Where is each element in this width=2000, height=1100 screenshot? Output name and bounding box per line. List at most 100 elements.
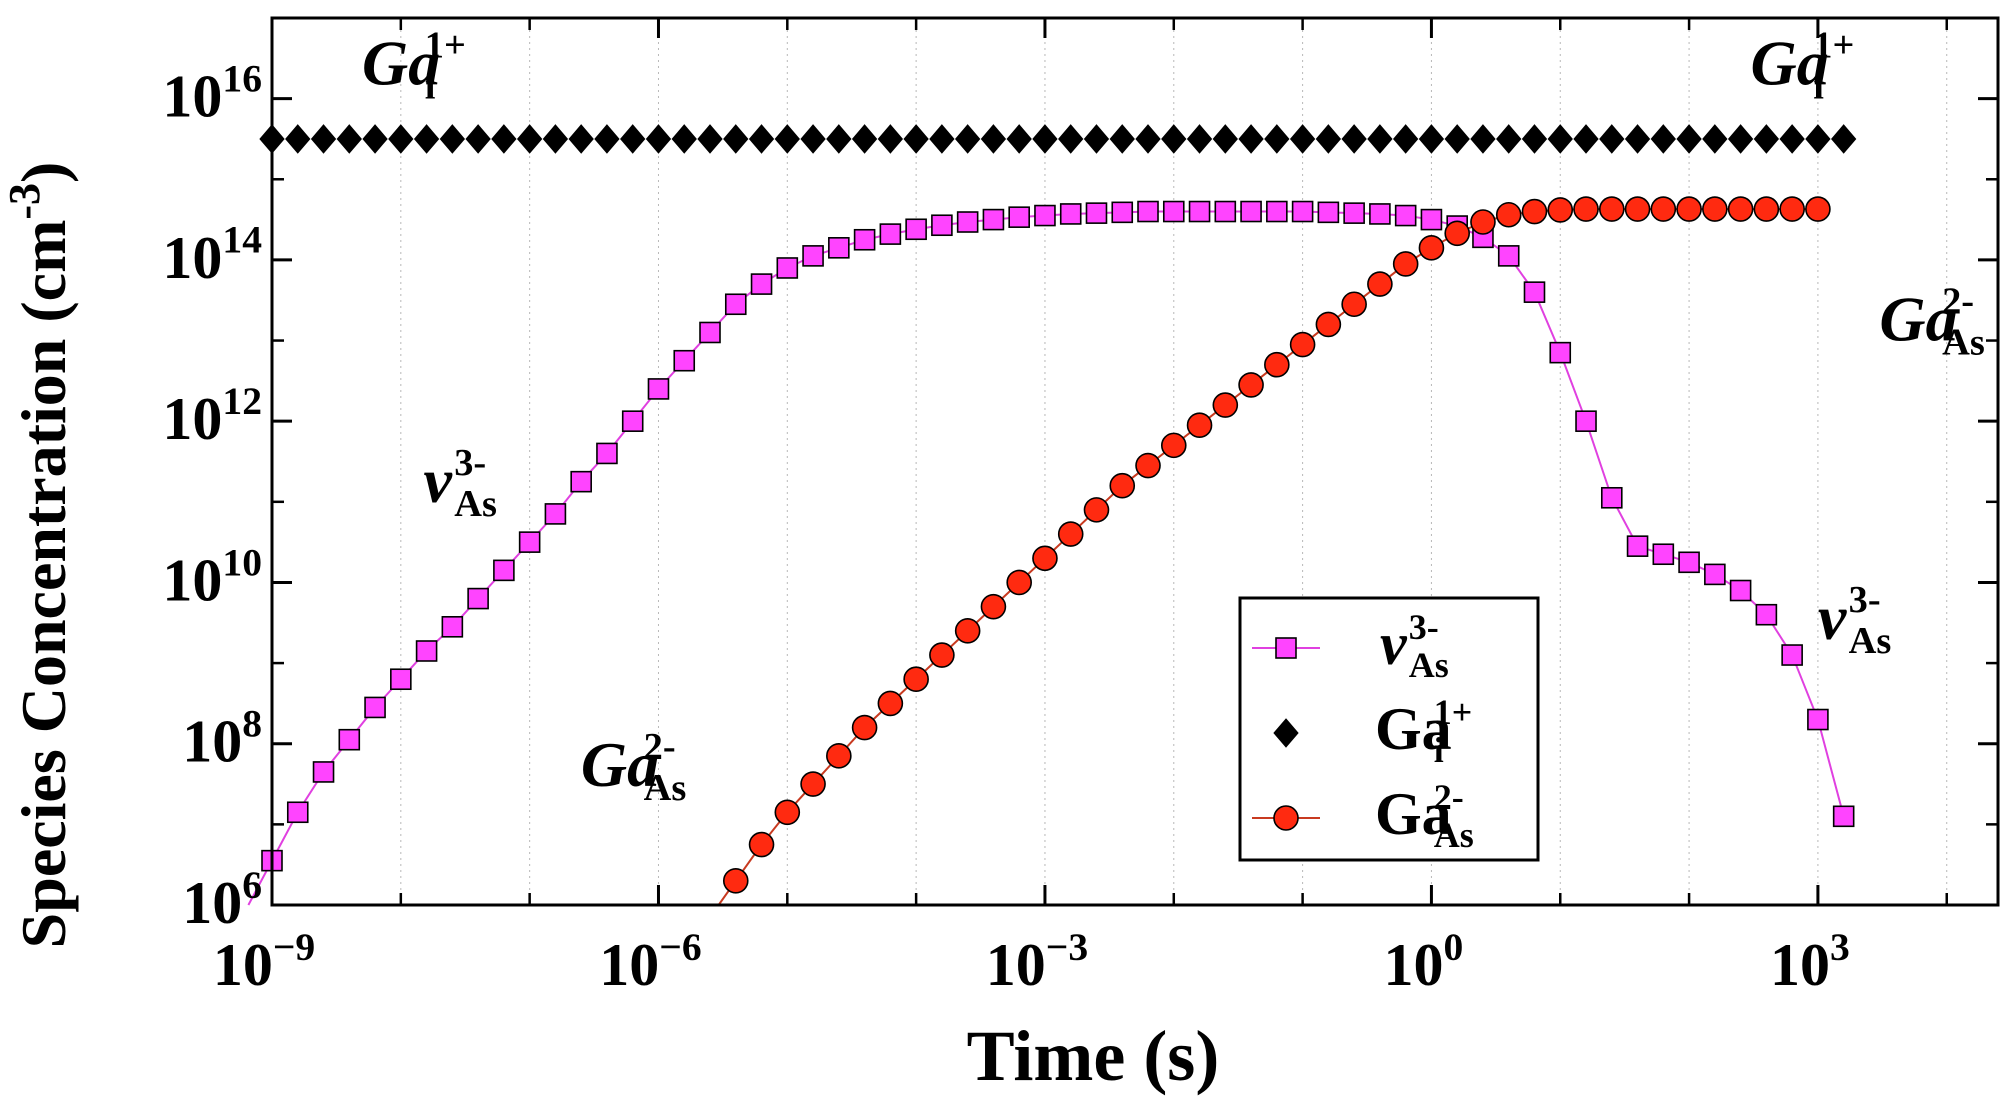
marker-vAs xyxy=(673,349,696,372)
marker-Gai xyxy=(594,124,620,154)
marker-Gai xyxy=(774,124,800,154)
marker-GaAs xyxy=(954,618,981,644)
marker-vAs xyxy=(1369,203,1391,225)
marker-vAs xyxy=(853,228,876,251)
marker-vAs xyxy=(1652,543,1675,566)
marker-vAs xyxy=(776,257,799,279)
marker-Gai xyxy=(929,124,955,154)
marker-Gai xyxy=(1109,124,1135,154)
marker-GaAs xyxy=(1238,372,1264,398)
marker-Gai xyxy=(1264,124,1290,154)
marker-GaAs xyxy=(826,743,852,769)
marker-GaAs xyxy=(722,868,749,894)
marker-vAs xyxy=(982,208,1005,231)
annotation-label: Gai1+ xyxy=(362,25,466,108)
marker-Gai xyxy=(1573,124,1599,154)
marker-GaAs xyxy=(1418,235,1445,261)
y-tick-label: 1014 xyxy=(162,218,262,291)
y-tick-label: 1010 xyxy=(162,540,262,613)
marker-GaAs xyxy=(1186,412,1213,439)
marker-vAs xyxy=(1137,200,1159,223)
x-axis-label: Time (s) xyxy=(967,1016,1220,1096)
marker-Gai xyxy=(1341,124,1367,154)
marker-Gai xyxy=(1083,124,1110,154)
marker-GaAs xyxy=(800,771,826,797)
marker-GaAs xyxy=(1598,196,1625,222)
y-axis-label-sup: -3 xyxy=(0,183,49,220)
marker-Gai xyxy=(1599,124,1625,154)
marker-Gai xyxy=(748,124,775,154)
marker-Gai xyxy=(1186,124,1213,154)
marker-GaAs xyxy=(1624,196,1651,222)
marker-Gai xyxy=(1650,124,1676,154)
marker-Gai xyxy=(877,124,904,154)
annotation-label: vAs3- xyxy=(1818,579,1891,662)
marker-vAs xyxy=(1575,410,1597,432)
marker-vAs xyxy=(931,214,953,237)
marker-Gai xyxy=(1496,124,1522,154)
marker-Gai xyxy=(1135,124,1161,154)
legend-marker-vAs xyxy=(1275,637,1297,659)
marker-Gai xyxy=(955,124,981,154)
marker-Gai xyxy=(542,124,569,154)
marker-Gai xyxy=(465,124,491,154)
y-axis-label-main: Species Concentration (cm xyxy=(8,220,79,949)
marker-GaAs xyxy=(1264,351,1290,378)
marker-Gai xyxy=(1676,124,1702,154)
marker-Gai xyxy=(362,124,388,154)
marker-GaAs xyxy=(1057,521,1084,547)
marker-Gai xyxy=(1315,124,1342,154)
marker-GaAs xyxy=(1006,569,1032,596)
x-tick-labels: 10−9 10−6 10−3 100 103 xyxy=(213,925,1850,998)
marker-Gai xyxy=(1702,124,1728,154)
marker-vAs xyxy=(286,801,309,824)
marker-Gai xyxy=(413,124,440,154)
marker-Gai xyxy=(1058,124,1084,154)
marker-Gai xyxy=(1753,124,1780,154)
marker-vAs xyxy=(724,293,747,316)
marker-vAs xyxy=(1162,200,1185,223)
marker-Gai xyxy=(336,124,362,154)
marker-GaAs xyxy=(1083,497,1110,523)
marker-Gai xyxy=(1212,124,1238,154)
legend-label-Gai: Gai1+ xyxy=(1375,692,1472,770)
marker-vAs xyxy=(1317,201,1340,224)
marker-vAs xyxy=(1523,281,1546,303)
marker-Gai xyxy=(697,124,723,154)
marker-GaAs xyxy=(1367,271,1393,297)
marker-Gai xyxy=(1238,124,1264,154)
marker-vAs xyxy=(1059,203,1082,225)
marker-Gai xyxy=(620,124,646,154)
marker-vAs xyxy=(1240,200,1262,223)
marker-vAs xyxy=(1394,204,1417,227)
marker-Gai xyxy=(1521,124,1548,154)
annotation-label: vAs3- xyxy=(424,442,497,525)
marker-GaAs xyxy=(1160,432,1187,459)
marker-GaAs xyxy=(1727,196,1754,222)
marker-Gai xyxy=(491,124,517,154)
marker-vAs xyxy=(1291,200,1314,223)
marker-Gai xyxy=(1470,124,1496,154)
data-markers xyxy=(259,124,1857,894)
annotations: Gai1+ Gai1+ GaAs2- vAs3- vAs3- GaAs2- xyxy=(362,25,1985,809)
marker-vAs xyxy=(1343,202,1365,224)
marker-Gai xyxy=(568,124,594,154)
grid xyxy=(271,18,1948,905)
marker-Gai xyxy=(1006,124,1032,154)
marker-GaAs xyxy=(774,799,801,826)
marker-GaAs xyxy=(1650,196,1677,222)
marker-Gai xyxy=(1418,124,1445,154)
marker-vAs xyxy=(828,237,850,259)
marker-vAs xyxy=(364,696,386,719)
y-tick-labels: 106 108 1010 1012 1014 1016 xyxy=(162,56,262,936)
marker-vAs xyxy=(1832,805,1855,828)
marker-vAs xyxy=(750,273,773,295)
marker-vAs xyxy=(441,616,464,638)
marker-GaAs xyxy=(1392,251,1419,277)
x-tick-label: 10−6 xyxy=(599,925,701,998)
marker-vAs xyxy=(1034,204,1056,227)
x-tick-label: 103 xyxy=(1770,925,1850,998)
marker-vAs xyxy=(905,218,927,241)
marker-GaAs xyxy=(1753,196,1780,222)
marker-vAs xyxy=(1549,341,1572,364)
